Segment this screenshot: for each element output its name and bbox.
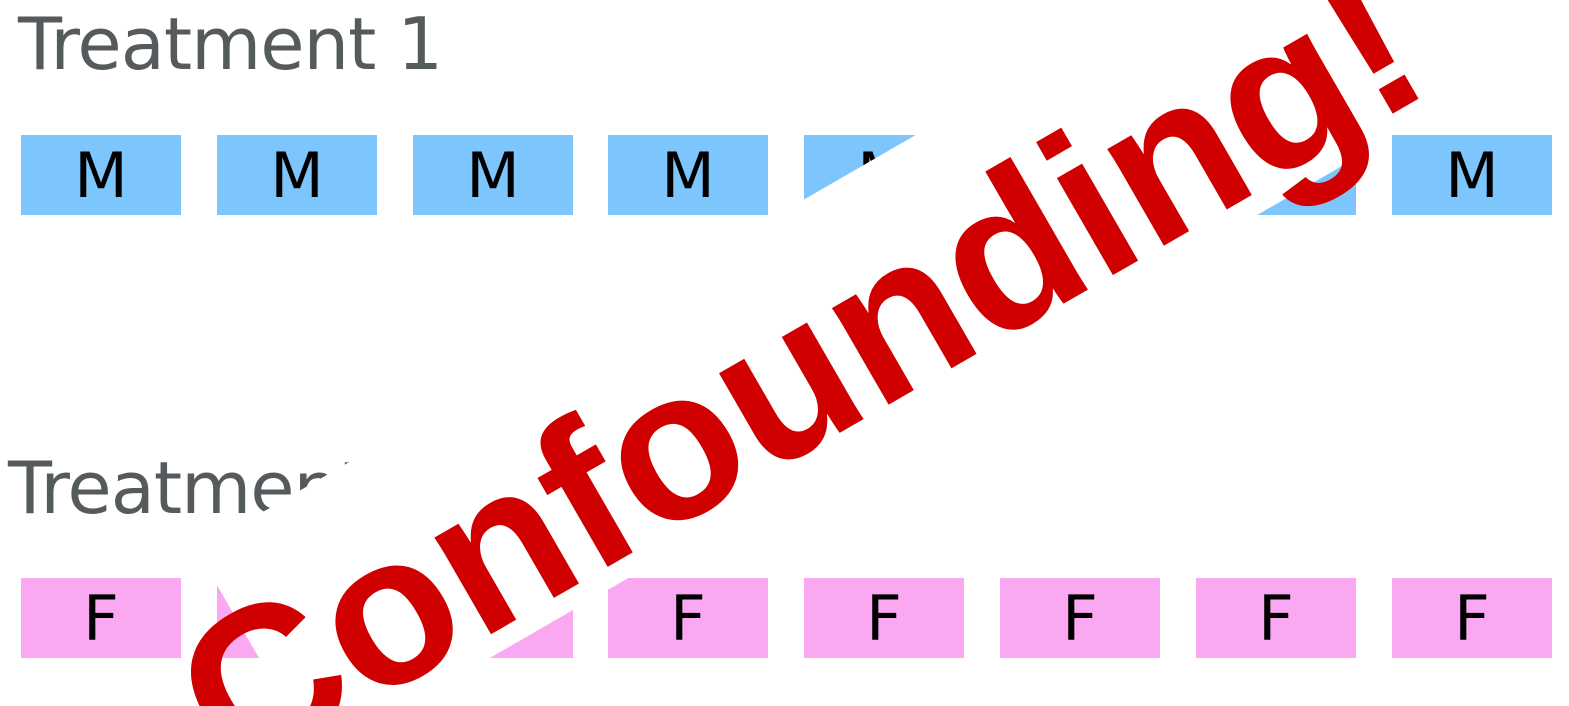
group-2-heading: Treatment 2: [8, 446, 433, 530]
group-1-box-2: M: [217, 135, 377, 215]
group-1-box-8: M: [1392, 135, 1552, 215]
group-2-box-3: F: [413, 578, 573, 658]
group-2-box-1: F: [21, 578, 181, 658]
group-1-box-4: M: [608, 135, 768, 215]
group-2-box-7: F: [1196, 578, 1356, 658]
group-2-box-8: F: [1392, 578, 1552, 658]
group-1-heading: Treatment 1: [18, 2, 443, 86]
group-2-box-2: F: [217, 578, 377, 658]
group-1-box-5: M: [804, 135, 964, 215]
group-2-box-6: F: [1000, 578, 1160, 658]
group-1-box-3: M: [413, 135, 573, 215]
group-1-box-6: M: [1000, 135, 1160, 215]
group-2-box-4: F: [608, 578, 768, 658]
group-2-box-5: F: [804, 578, 964, 658]
group-1-box-1: M: [21, 135, 181, 215]
group-1-box-7: M: [1196, 135, 1356, 215]
